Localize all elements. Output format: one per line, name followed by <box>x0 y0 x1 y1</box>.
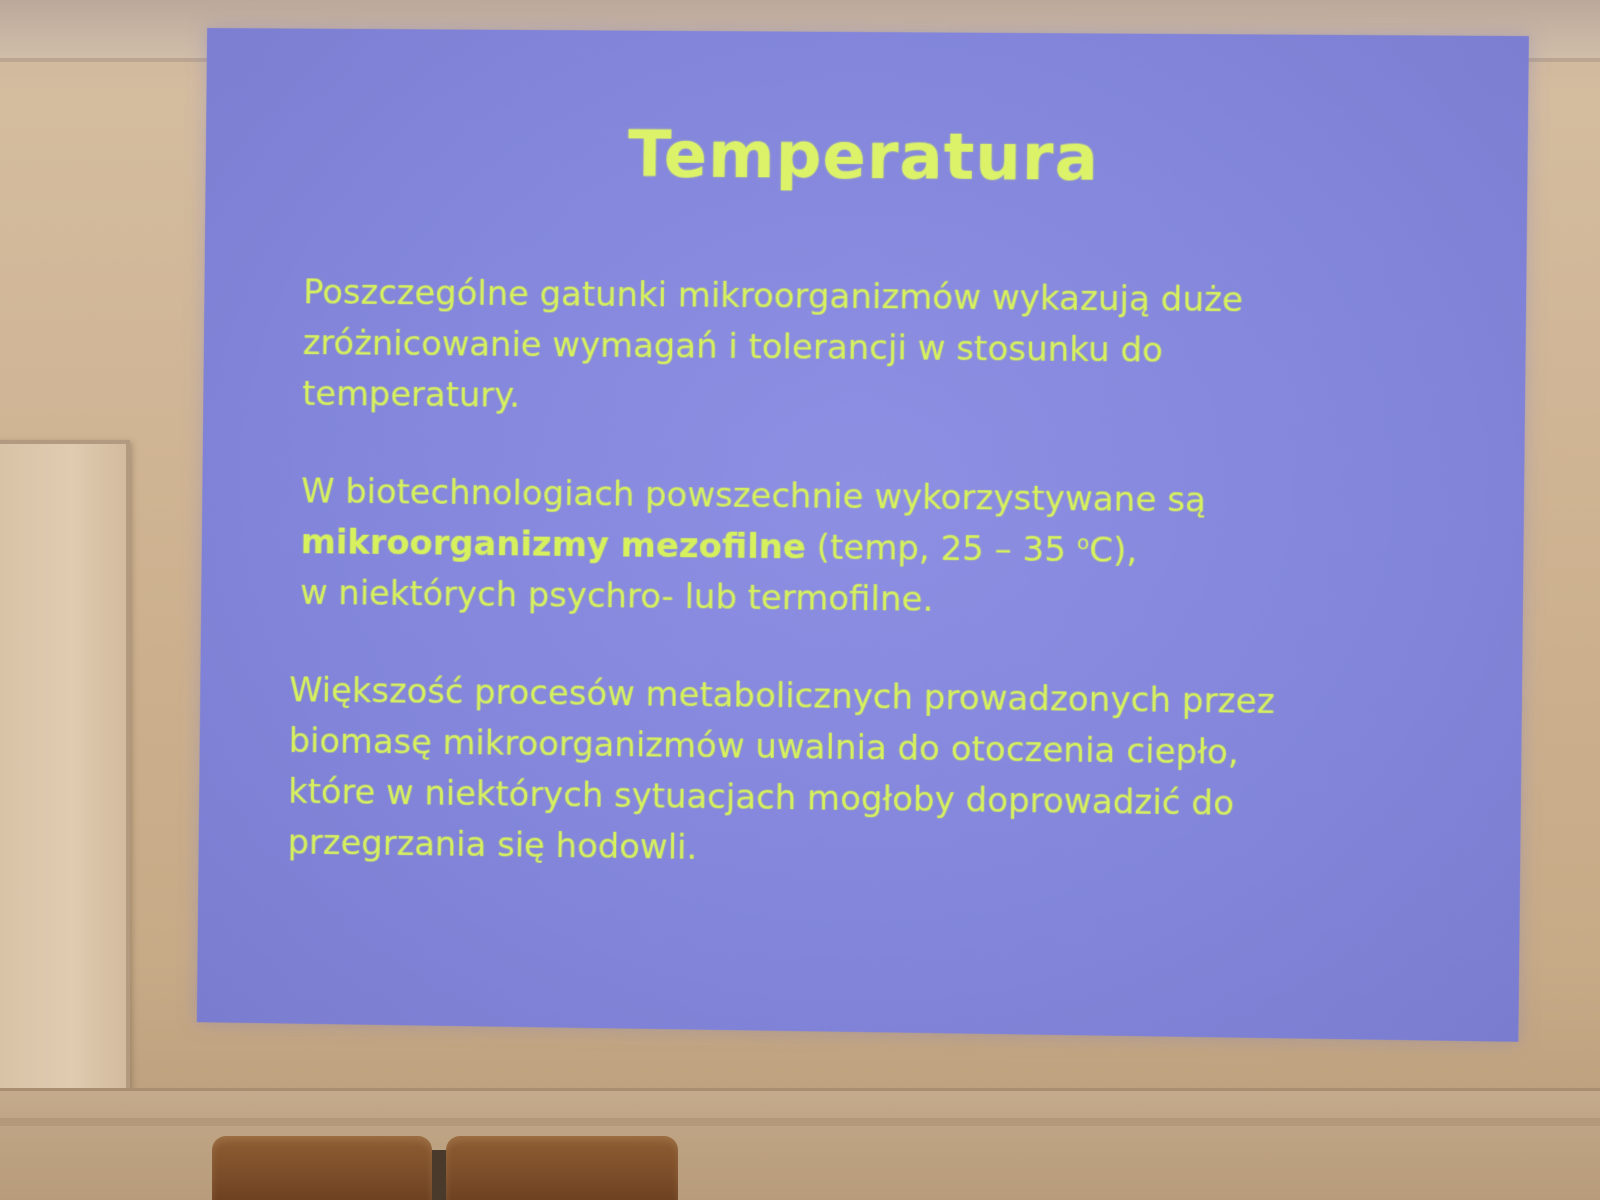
paragraph-tolerance: Poszczególne gatunki mikroorganizmów wyk… <box>302 267 1423 430</box>
celsius-text: C), <box>1089 530 1137 571</box>
degree-superscript: o <box>1077 530 1090 554</box>
temperature-range-text: (temp, 25 – 35 <box>806 527 1077 570</box>
chair-gap <box>432 1150 446 1200</box>
paragraph-mesophiles: W biotechnologiach powszechnie wykorzyst… <box>300 466 1421 631</box>
wall-rail <box>0 1118 1600 1126</box>
paragraph-line: temperatury. <box>302 369 1422 430</box>
chair-back-right <box>446 1136 678 1200</box>
slide-title: Temperatura <box>205 115 1528 199</box>
paragraph-line: w niektórych psychro- lub termofilne. <box>300 568 1420 631</box>
projection-screen: Temperatura Poszczególne gatunki mikroor… <box>197 28 1529 1042</box>
bold-term: mikroorganizmy mezofilne <box>301 522 807 567</box>
chair-back-left <box>212 1136 432 1200</box>
whiteboard <box>0 440 130 1093</box>
paragraph-heat: Większość procesów metabolicznych prowad… <box>287 665 1439 883</box>
